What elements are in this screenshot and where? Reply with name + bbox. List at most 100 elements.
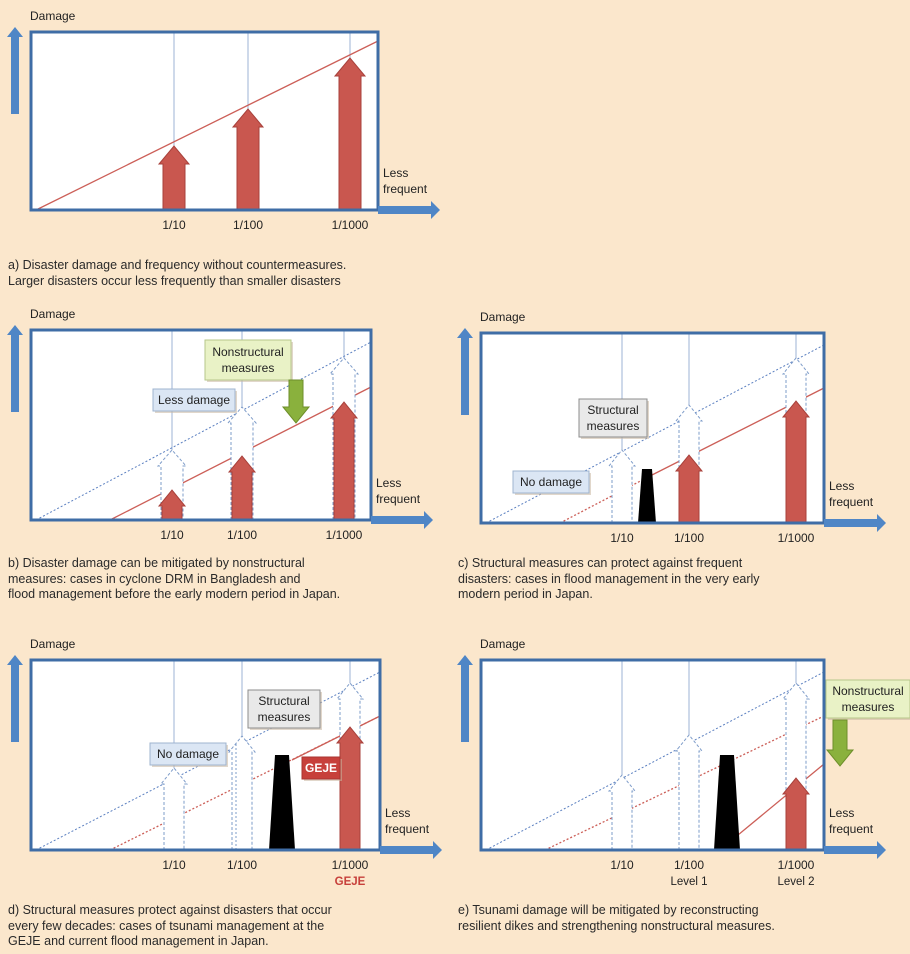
panel-c-tick-label: 1/100 <box>674 531 704 545</box>
panel-b-frame <box>29 328 373 522</box>
panel-d-structure <box>269 755 295 850</box>
panel-e-tick-label: 1/10 <box>610 858 634 872</box>
panel-d-tick-label: 1/1000 <box>332 858 369 872</box>
panel-b-less-damage-label-text: Less damage <box>158 393 230 407</box>
panel-c-structure <box>638 469 656 523</box>
panel-e-damage-arrow <box>781 777 811 851</box>
panel-e-plot-area <box>481 660 824 850</box>
panel-c-x-axis-label: Less <box>829 479 854 493</box>
panel-b-damage-arrow <box>157 489 187 521</box>
panel-c-x-axis-arrow <box>824 514 886 532</box>
panel-b-x-axis-label: Less <box>376 476 401 490</box>
panel-a-x-axis-arrow <box>378 201 440 219</box>
panel-a-x-axis-label: frequent <box>383 182 428 196</box>
caption-e: e) Tsunami damage will be mitigated by r… <box>458 903 775 933</box>
panel-e-y-axis-arrow <box>457 655 473 742</box>
panel-b-tick-label: 1/100 <box>227 528 257 542</box>
panel-a-plot-area <box>31 32 378 210</box>
panel-c-damage-arrow <box>781 400 811 524</box>
panel-e-tick-label: 1/1000 <box>778 858 815 872</box>
panel-e-tick-sublabel: Level 1 <box>670 876 707 888</box>
panel-a-tick-label: 1/10 <box>162 218 186 232</box>
panel-e-y-axis-label: Damage <box>480 637 526 651</box>
panel-b-damage-arrow <box>227 455 257 521</box>
panel-e-original-arrow <box>674 734 704 851</box>
panel-a-tick-label: 1/1000 <box>332 218 369 232</box>
panel-c-structural-label-text: Structural <box>587 403 638 417</box>
panel-e-frame <box>479 658 826 852</box>
panel-b-y-axis-arrow <box>7 325 23 412</box>
panel-c-no-damage-label <box>512 470 590 494</box>
panel-a-damage-arrow <box>333 57 367 211</box>
panel-d-damage-arrow <box>335 726 365 851</box>
panel-d-x-axis-label: frequent <box>385 822 430 836</box>
panel-d-structural-label-text: measures <box>258 710 311 724</box>
panel-d-no-damage-label <box>149 742 227 766</box>
caption-a: a) Disaster damage and frequency without… <box>8 258 347 288</box>
panel-b-x-axis-label: frequent <box>376 492 421 506</box>
panel-b-y-axis-label: Damage <box>30 307 76 321</box>
panel-e-nonstructural-label-text: measures <box>842 700 895 714</box>
panel-e-nonstructural-label <box>825 679 910 719</box>
panel-d-tick-sublabel: GEJE <box>335 876 366 888</box>
panel-a-damage-arrow <box>231 108 265 211</box>
panel-c-y-axis-label: Damage <box>480 310 526 324</box>
panel-e-x-axis-label: frequent <box>829 822 874 836</box>
caption-d: d) Structural measures protect against d… <box>8 903 332 948</box>
panel-e-protected-line <box>544 715 825 851</box>
panel-b-damage-arrow <box>329 401 359 521</box>
panel-b-nonstructural-label <box>204 339 292 381</box>
panel-c-tick-label: 1/1000 <box>778 531 815 545</box>
panel-d-geje-label-text: GEJE <box>305 761 337 775</box>
panel-c-y-axis-arrow <box>457 328 473 415</box>
panel-b-tick-label: 1/1000 <box>326 528 363 542</box>
panel-e-structure <box>714 755 740 850</box>
panel-d-frame <box>29 658 382 852</box>
panel-d-no-damage-label-text: No damage <box>157 747 219 761</box>
panel-e-damage-line <box>737 763 825 836</box>
panel-e-nonstructural-arrow <box>825 719 855 767</box>
panel-b-less-damage-label <box>152 388 236 412</box>
panel-d-x-axis-arrow <box>380 841 442 859</box>
panel-d-original-arrow <box>159 767 189 851</box>
caption-c: c) Structural measures can protect again… <box>458 556 760 601</box>
panel-a-damage-line <box>35 40 379 211</box>
panel-d-structural-label <box>247 689 321 729</box>
panel-b-original-line <box>35 341 372 521</box>
panel-c-no-damage-label-text: No damage <box>520 475 582 489</box>
panel-c-damage-arrow <box>674 454 704 524</box>
panel-d-tick-label: 1/100 <box>227 858 257 872</box>
panel-e-nonstructural-label-text: Nonstructural <box>832 684 903 698</box>
caption-b: b) Disaster damage can be mitigated by n… <box>8 556 341 601</box>
panel-c-structural-label <box>578 398 648 438</box>
panel-d-x-axis-label: Less <box>385 806 410 820</box>
panel-c-protected-line <box>559 475 651 524</box>
panel-b-x-axis-arrow <box>371 511 433 529</box>
panel-c-frame <box>479 331 826 525</box>
panel-d-original-arrow <box>227 735 257 851</box>
panel-e-tick-label: 1/100 <box>674 858 704 872</box>
panel-a-x-axis-label: Less <box>383 166 408 180</box>
panel-e-x-axis-arrow <box>824 841 886 859</box>
panel-e-original-arrow <box>607 774 637 851</box>
panel-a-y-axis-label: Damage <box>30 9 76 23</box>
panel-d-geje-label <box>301 756 341 780</box>
panel-d-tick-label: 1/10 <box>162 858 186 872</box>
panel-e-tick-sublabel: Level 2 <box>777 876 814 888</box>
panel-b-plot-area <box>31 330 371 520</box>
panel-d-structural-label-text: Structural <box>258 694 309 708</box>
panel-d-damage-line <box>291 715 381 761</box>
panel-b-nonstructural-label-text: measures <box>222 361 275 375</box>
panel-c-tick-label: 1/10 <box>610 531 634 545</box>
panel-b-nonstructural-arrow <box>281 379 311 424</box>
panel-a-damage-arrow <box>157 145 191 211</box>
panel-a-frame <box>29 30 380 212</box>
panel-d-y-axis-label: Damage <box>30 637 76 651</box>
panel-a-tick-label: 1/100 <box>233 218 263 232</box>
panel-e-x-axis-label: Less <box>829 806 854 820</box>
panel-c-original-arrow <box>607 449 637 524</box>
panel-c-structural-label-text: measures <box>587 419 640 433</box>
panel-a-y-axis-arrow <box>7 27 23 114</box>
